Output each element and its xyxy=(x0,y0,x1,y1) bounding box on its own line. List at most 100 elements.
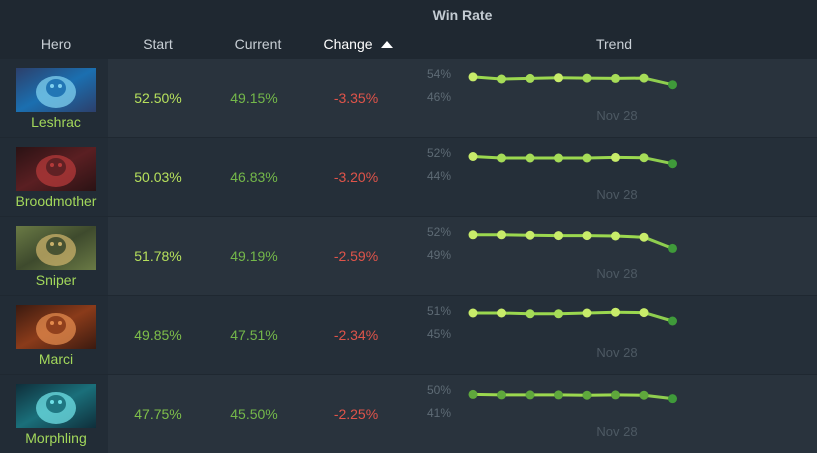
hero-portrait[interactable] xyxy=(16,68,96,112)
trend-point[interactable] xyxy=(611,390,620,399)
trend-point[interactable] xyxy=(611,308,620,317)
column-header-change-label: Change xyxy=(323,36,372,52)
hero-portrait[interactable] xyxy=(16,305,96,349)
hero-name[interactable]: Morphling xyxy=(0,430,112,446)
trend-point[interactable] xyxy=(668,80,677,89)
trend-sparkline[interactable]: 52%49%Nov 28 xyxy=(415,217,715,295)
hero-name[interactable]: Leshrac xyxy=(0,114,112,130)
trend-high-label: 50% xyxy=(427,383,451,397)
trend-point[interactable] xyxy=(583,231,592,240)
current-win-rate: 46.83% xyxy=(204,138,304,216)
trend-point[interactable] xyxy=(668,394,677,403)
trend-point[interactable] xyxy=(469,390,478,399)
trend-point[interactable] xyxy=(611,74,620,83)
trend-point[interactable] xyxy=(611,153,620,162)
hero-cell[interactable]: Sniper xyxy=(0,217,108,295)
win-rate-change: -3.20% xyxy=(306,138,406,216)
column-header-change[interactable]: Change xyxy=(308,30,408,59)
hero-portrait[interactable] xyxy=(16,226,96,270)
trend-point[interactable] xyxy=(469,230,478,239)
trend-line-segment xyxy=(644,237,673,248)
column-header-hero[interactable]: Hero xyxy=(0,30,112,59)
trend-point[interactable] xyxy=(640,391,649,400)
trend-point[interactable] xyxy=(497,230,506,239)
trend-point[interactable] xyxy=(668,317,677,326)
win-rate-change: -3.35% xyxy=(306,59,406,137)
current-win-rate: 49.15% xyxy=(204,59,304,137)
hero-cell[interactable]: Marci xyxy=(0,296,108,374)
trend-point[interactable] xyxy=(668,159,677,168)
trend-point[interactable] xyxy=(497,154,506,163)
win-rate-change: -2.34% xyxy=(306,296,406,374)
column-header-current[interactable]: Current xyxy=(208,30,308,59)
trend-point[interactable] xyxy=(640,153,649,162)
trend-high-label: 52% xyxy=(427,225,451,239)
trend-point[interactable] xyxy=(640,308,649,317)
trend-point[interactable] xyxy=(526,390,535,399)
trend-high-label: 51% xyxy=(427,304,451,318)
trend-point[interactable] xyxy=(554,390,563,399)
hero-name[interactable]: Sniper xyxy=(0,272,112,288)
trend-date-label: Nov 28 xyxy=(596,187,637,202)
trend-low-label: 49% xyxy=(427,248,451,262)
trend-high-label: 54% xyxy=(427,67,451,81)
trend-high-label: 52% xyxy=(427,146,451,160)
hero-name[interactable]: Broodmother xyxy=(0,193,112,209)
start-win-rate: 51.78% xyxy=(116,217,200,295)
trend-point[interactable] xyxy=(469,152,478,161)
trend-point[interactable] xyxy=(583,391,592,400)
trend-sparkline[interactable]: 54%46%Nov 28 xyxy=(415,59,715,137)
trend-point[interactable] xyxy=(668,244,677,253)
trend-point[interactable] xyxy=(497,390,506,399)
hero-name[interactable]: Marci xyxy=(0,351,112,367)
win-rate-change: -2.25% xyxy=(306,375,406,453)
trend-point[interactable] xyxy=(497,75,506,84)
trend-low-label: 41% xyxy=(427,406,451,420)
start-win-rate: 49.85% xyxy=(116,296,200,374)
column-header-trend[interactable]: Trend xyxy=(564,30,664,59)
win-rate-group-header: Win Rate xyxy=(0,0,817,30)
trend-date-label: Nov 28 xyxy=(596,108,637,123)
trend-point[interactable] xyxy=(640,233,649,242)
trend-sparkline[interactable]: 50% 41% Nov 28 xyxy=(415,375,715,453)
current-win-rate: 47.51% xyxy=(204,296,304,374)
hero-cell[interactable]: Morphling xyxy=(0,375,108,453)
trend-low-label: 45% xyxy=(427,327,451,341)
trend-point[interactable] xyxy=(554,154,563,163)
trend-point[interactable] xyxy=(640,74,649,83)
hero-portrait[interactable] xyxy=(16,147,96,191)
trend-point[interactable] xyxy=(526,231,535,240)
trend-point[interactable] xyxy=(469,309,478,318)
trend-sparkline[interactable]: 51%45%Nov 28 xyxy=(415,296,715,374)
trend-point[interactable] xyxy=(583,154,592,163)
trend-point[interactable] xyxy=(526,154,535,163)
start-win-rate: 52.50% xyxy=(116,59,200,137)
trend-point[interactable] xyxy=(469,72,478,81)
trend-point[interactable] xyxy=(583,74,592,83)
trend-sparkline[interactable]: 52% 44% Nov 28 xyxy=(415,138,715,216)
current-win-rate: 49.19% xyxy=(204,217,304,295)
trend-point[interactable] xyxy=(554,73,563,82)
trend-point[interactable] xyxy=(526,309,535,318)
trend-date-label: Nov 28 xyxy=(596,424,637,439)
current-win-rate: 45.50% xyxy=(204,375,304,453)
start-win-rate: 47.75% xyxy=(116,375,200,453)
trend-point[interactable] xyxy=(554,231,563,240)
trend-point[interactable] xyxy=(611,232,620,241)
win-rate-change: -2.59% xyxy=(306,217,406,295)
sort-ascending-icon xyxy=(381,41,393,48)
trend-point[interactable] xyxy=(497,309,506,318)
hero-cell[interactable]: Leshrac xyxy=(0,59,108,137)
trend-point[interactable] xyxy=(583,309,592,318)
hero-cell[interactable]: Broodmother xyxy=(0,138,108,216)
trend-point[interactable] xyxy=(554,309,563,318)
trend-point[interactable] xyxy=(526,74,535,83)
trend-low-label: 44% xyxy=(427,169,451,183)
hero-portrait[interactable] xyxy=(16,384,96,428)
column-header-start[interactable]: Start xyxy=(116,30,200,59)
